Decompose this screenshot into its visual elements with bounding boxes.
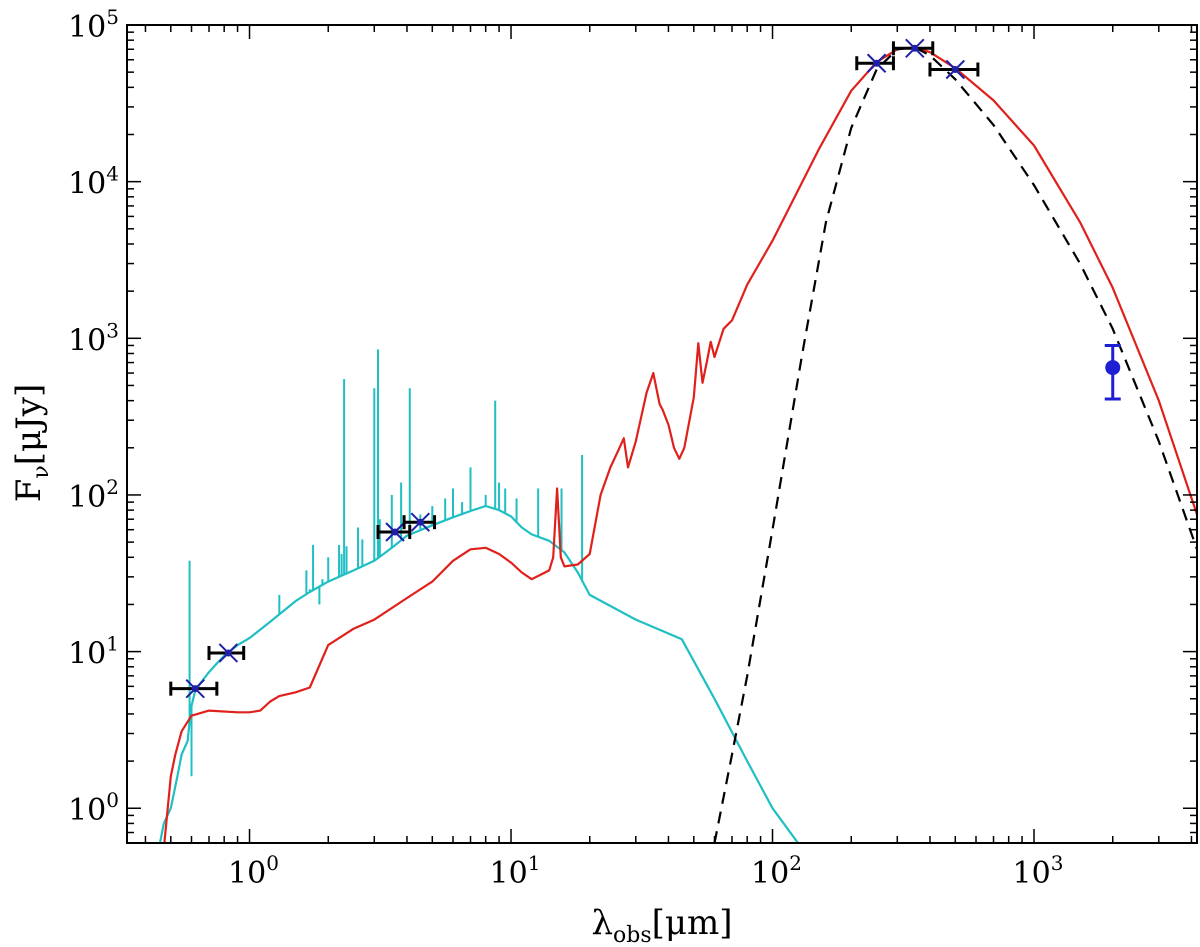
y-tick-label-4: 104: [68, 162, 119, 202]
y-tick-label-5: 105: [68, 5, 119, 45]
x-axis-label-sub: obs: [613, 923, 652, 947]
data-point-4: [855, 53, 895, 73]
data-point-0: [169, 678, 219, 699]
stellar-model-line: [158, 504, 800, 843]
y-axis-label-main: F: [9, 479, 49, 503]
plot-frame: [126, 24, 1198, 844]
x-tick-label-1: 101: [490, 851, 541, 891]
data-point-2: [376, 522, 412, 542]
x-axis-label-unit: [μm]: [652, 903, 733, 943]
data-point-3: [402, 512, 437, 532]
x-axis-label: λobs[μm]: [591, 903, 732, 947]
y-axis-label-sub: ν: [29, 465, 54, 478]
x-axis-label-main: λ: [591, 903, 613, 943]
total-model-line: [163, 46, 1197, 843]
cold-dust-model-line: [713, 46, 1197, 843]
x-tick-label-0: 100: [228, 851, 279, 891]
y-axis-label-unit: [μJy]: [9, 384, 49, 465]
data-point-1: [207, 643, 246, 663]
y-tick-label-0: 100: [68, 788, 119, 828]
y-tick-label-2: 102: [68, 475, 119, 515]
data-point-5: [891, 38, 935, 59]
data-point-7: [1104, 343, 1121, 401]
data-point-6: [928, 59, 980, 80]
y-axis-label: Fν[μJy]: [9, 384, 54, 502]
y-tick-label-1: 101: [68, 632, 119, 672]
x-tick-label-3: 103: [1013, 851, 1064, 891]
x-tick-label-2: 102: [751, 851, 802, 891]
y-tick-label-3: 103: [68, 318, 119, 358]
